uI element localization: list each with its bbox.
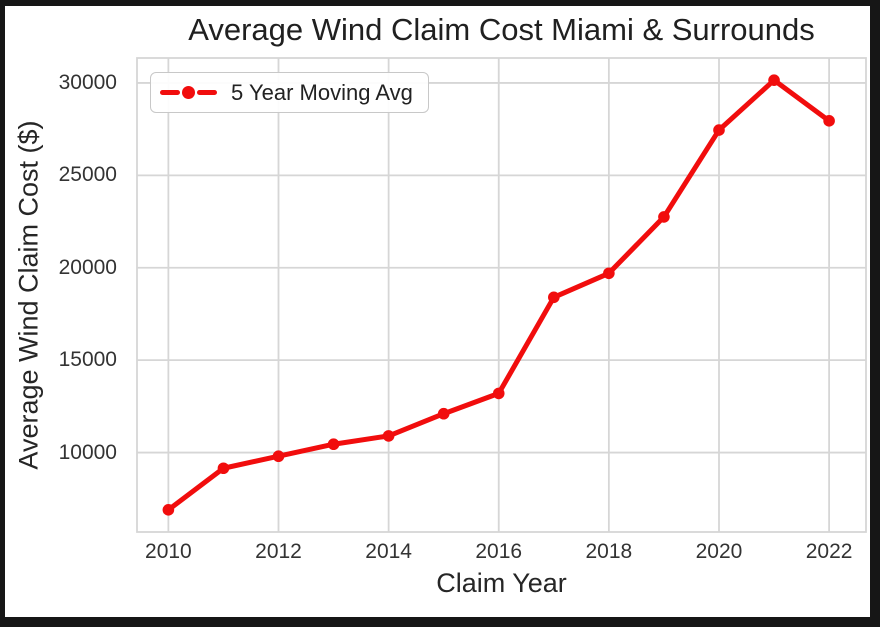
x-tick-label: 2014 [365, 540, 412, 563]
y-tick-label: 25000 [58, 163, 117, 187]
data-point [603, 267, 615, 280]
data-point [437, 407, 450, 420]
data-point [162, 504, 175, 516]
legend: 5 Year Moving Avg [150, 72, 429, 113]
data-point [272, 450, 285, 463]
x-tick-label: 2010 [145, 540, 192, 563]
data-point [768, 74, 780, 86]
legend-dash-icon [160, 90, 180, 95]
legend-line-marker-icon [160, 86, 217, 99]
chart-title: Average Wind Claim Cost Miami & Surround… [188, 12, 815, 47]
x-tick-label: 2016 [475, 540, 523, 563]
data-point [713, 124, 725, 136]
legend-label: 5 Year Moving Avg [231, 79, 413, 105]
x-tick-label: 2018 [585, 540, 633, 563]
plot-border [136, 57, 867, 533]
data-point [327, 438, 340, 451]
y-tick-label: 20000 [58, 255, 117, 279]
x-axis-label: Claim Year [436, 568, 567, 598]
legend-dash-icon [197, 90, 217, 95]
data-point [217, 462, 230, 475]
data-point [548, 291, 560, 304]
figure-canvas [5, 6, 870, 617]
y-tick-label: 30000 [58, 70, 117, 94]
data-point [658, 211, 670, 223]
data-point [823, 115, 835, 127]
x-tick-label: 2022 [805, 540, 853, 563]
y-tick-label: 15000 [58, 348, 117, 372]
x-tick-label: 2012 [255, 540, 302, 563]
data-point [382, 430, 395, 442]
y-tick-label: 10000 [58, 440, 117, 464]
legend-dot-icon [182, 86, 195, 99]
x-tick-label: 2020 [695, 540, 743, 563]
data-point [492, 387, 505, 400]
